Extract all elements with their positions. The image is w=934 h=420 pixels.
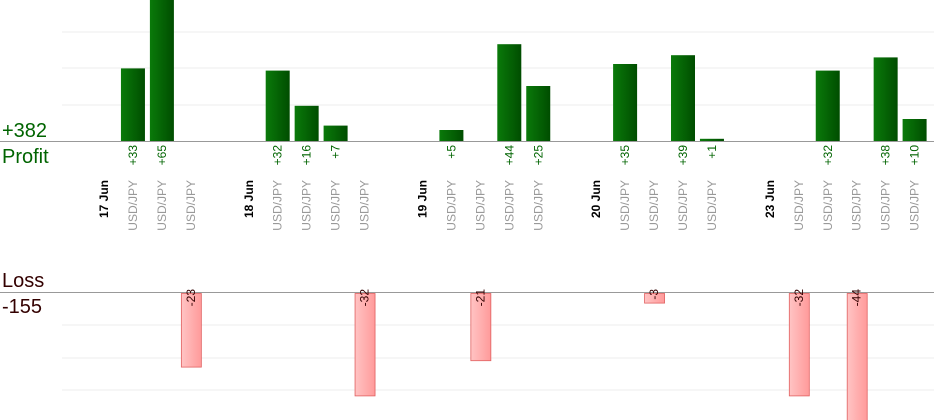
profit-value-label: +25 xyxy=(531,145,545,166)
chart-marks: 17 Jun 18 Jun 19 Jun 20 Jun 23 Jun USD/JPY +33… xyxy=(97,0,927,420)
profit-value-label: +1 xyxy=(705,145,719,159)
profit-bar xyxy=(699,138,724,141)
loss-label: Loss xyxy=(2,270,44,292)
profit-bar xyxy=(671,55,695,142)
symbol-label: USD/JPY xyxy=(329,180,343,231)
profit-value-label: +39 xyxy=(676,145,690,166)
date-label: 19 Jun xyxy=(415,180,429,218)
symbol-label: USD/JPY xyxy=(155,180,169,231)
profit-value-label: +35 xyxy=(618,145,632,166)
profit-value-label: +32 xyxy=(821,145,835,166)
profit-bar xyxy=(613,64,638,141)
loss-total: -155 xyxy=(2,296,42,318)
loss-value-label: -21 xyxy=(473,289,487,307)
symbol-label: USD/JPY xyxy=(126,180,140,231)
loss-gridlines xyxy=(62,324,934,391)
date-label: 18 Jun xyxy=(242,180,256,218)
profit-bar xyxy=(323,125,348,141)
symbol-label: USD/JPY xyxy=(705,180,719,231)
symbol-label: USD/JPY xyxy=(271,180,285,231)
profit-value-label: +38 xyxy=(879,145,893,166)
profit-value-label: +10 xyxy=(908,145,922,166)
profit-value-label: +16 xyxy=(300,145,314,166)
loss-bar xyxy=(644,293,665,304)
profit-label: Profit xyxy=(2,146,49,168)
loss-value-label: -32 xyxy=(358,289,372,307)
symbol-label: USD/JPY xyxy=(444,180,458,231)
loss-bar xyxy=(180,293,202,368)
symbol-label: USD/JPY xyxy=(618,180,632,231)
symbol-label: USD/JPY xyxy=(908,180,922,231)
symbol-label: USD/JPY xyxy=(358,180,372,231)
loss-bar xyxy=(354,293,376,397)
date-label: 23 Jun xyxy=(763,180,777,218)
loss-bar xyxy=(846,293,868,420)
profit-bar xyxy=(497,44,522,142)
symbol-label: USD/JPY xyxy=(792,180,806,231)
loss-bar xyxy=(470,293,492,362)
profit-value-label: +7 xyxy=(329,145,343,159)
loss-bar xyxy=(788,293,810,397)
profit-bar xyxy=(265,70,290,141)
profit-bar xyxy=(149,0,174,141)
profit-value-label: +32 xyxy=(271,145,285,166)
symbol-label: USD/JPY xyxy=(473,180,487,231)
loss-value-label: -44 xyxy=(850,289,864,307)
symbol-label: USD/JPY xyxy=(821,180,835,231)
loss-value-label: -23 xyxy=(184,289,198,307)
profit-bar xyxy=(439,130,464,141)
date-label: 20 Jun xyxy=(589,180,603,218)
profit-value-label: +33 xyxy=(126,145,140,166)
profit-bar xyxy=(873,57,898,141)
profit-bar xyxy=(815,70,840,141)
symbol-label: USD/JPY xyxy=(300,180,314,231)
symbol-label: USD/JPY xyxy=(647,180,661,231)
date-label: 17 Jun xyxy=(97,180,111,218)
loss-value-label: -3 xyxy=(647,289,661,300)
profit-value-label: +65 xyxy=(155,145,169,166)
symbol-label: USD/JPY xyxy=(184,180,198,231)
symbol-label: USD/JPY xyxy=(879,180,893,231)
profit-bar xyxy=(120,68,145,141)
loss-value-label: -32 xyxy=(792,289,806,307)
profit-value-label: +44 xyxy=(502,145,516,166)
profit-total: +382 xyxy=(2,120,47,142)
profit-bar xyxy=(902,119,927,141)
symbol-label: USD/JPY xyxy=(850,180,864,231)
symbol-label: USD/JPY xyxy=(531,180,545,231)
profit-bar xyxy=(526,86,551,141)
profit-value-label: +5 xyxy=(444,145,458,159)
symbol-label: USD/JPY xyxy=(502,180,516,231)
profit-bar xyxy=(294,105,319,141)
symbol-label: USD/JPY xyxy=(676,180,690,231)
